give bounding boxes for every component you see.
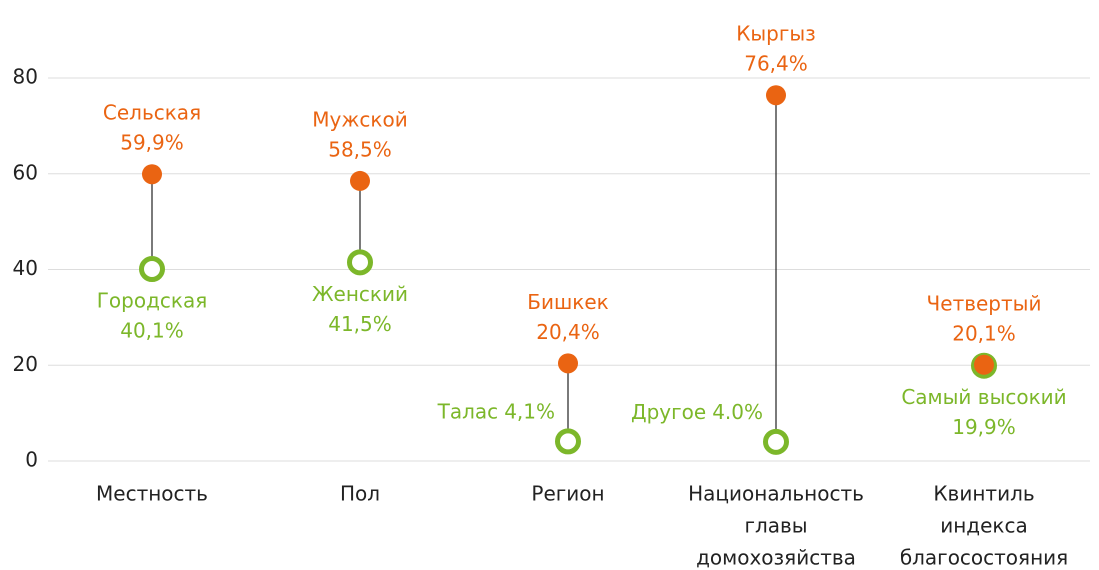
x-tick-label: Квинтиль <box>933 482 1034 506</box>
high-dot <box>350 170 370 191</box>
low-value-label: 19,9% <box>952 415 1016 439</box>
y-tick-label: 20 <box>13 352 38 376</box>
x-tick-label: главы <box>744 514 807 538</box>
y-tick-label: 40 <box>13 256 38 280</box>
low-label-name: Другое <box>631 399 706 423</box>
y-tick-label: 0 <box>25 448 38 472</box>
low-value-label: 41,5% <box>328 312 392 336</box>
high-value-label: 76,4% <box>744 52 808 76</box>
low-label: Талас 4,1% <box>437 399 555 423</box>
low-label: Городская <box>97 289 208 313</box>
low-label: Женский <box>312 282 408 306</box>
x-tick-label: Местность <box>96 482 208 506</box>
low-dot <box>555 428 581 455</box>
low-value-label: 4,1% <box>504 399 555 423</box>
low-label: Самый высокий <box>901 385 1066 409</box>
high-value-label: 58,5% <box>328 137 392 161</box>
low-dot <box>139 256 165 283</box>
x-tick-label: Регион <box>531 482 604 506</box>
high-dot <box>974 354 994 375</box>
x-tick-label: домохозяйства <box>696 546 856 570</box>
low-label-name: Талас <box>437 399 499 423</box>
high-label: Четвертый <box>927 291 1042 315</box>
low-label: Другое 4.0% <box>631 399 763 423</box>
low-dot <box>763 428 789 455</box>
high-value-label: 59,9% <box>120 131 184 155</box>
high-label: Мужской <box>312 107 407 131</box>
high-dot <box>558 353 578 374</box>
low-dot <box>347 249 373 276</box>
high-label: Бишкек <box>527 290 608 314</box>
high-value-label: 20,1% <box>952 321 1016 345</box>
x-tick-label: благосостояния <box>900 546 1068 570</box>
y-tick-label: 60 <box>13 160 38 184</box>
high-label: Сельская <box>103 101 201 125</box>
x-tick-label: Национальность <box>688 482 864 506</box>
high-value-label: 20,4% <box>536 320 600 344</box>
x-tick-label: Пол <box>340 482 380 506</box>
high-dot <box>766 85 786 106</box>
low-value-label: 40,1% <box>120 319 184 343</box>
low-value-label: 4.0% <box>712 399 763 423</box>
y-tick-label: 80 <box>13 65 38 89</box>
high-label: Кыргыз <box>736 22 816 46</box>
high-dot <box>142 164 162 185</box>
x-tick-label: индекса <box>940 514 1028 538</box>
